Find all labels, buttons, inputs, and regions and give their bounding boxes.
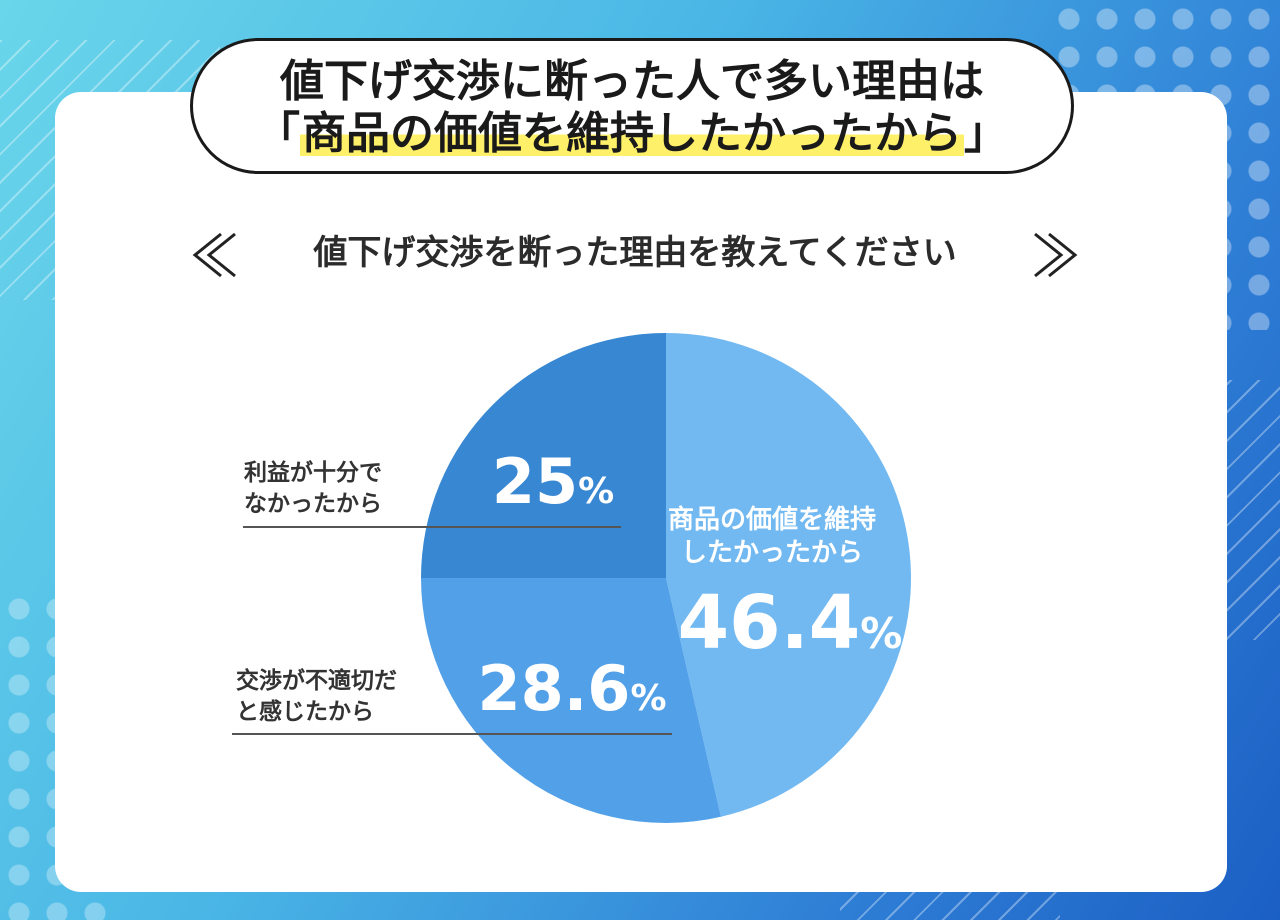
pie-slice <box>421 333 666 578</box>
headline-line-2: 「商品の価値を維持したかったから」 <box>193 108 1071 159</box>
slice-category-label: 交渉が不適切だ と感じたから <box>236 666 397 728</box>
headline-close-bracket: 」 <box>964 108 1008 159</box>
pie-slice <box>421 578 721 823</box>
slice-value-label: 28.6% <box>477 652 666 725</box>
headline-line-1: 値下げ交渉に断った人で多い理由は <box>280 56 984 107</box>
label-line: 交渉が不適切だ <box>236 668 397 694</box>
headline-highlight: 商品の価値を維持したかったから <box>300 108 964 159</box>
chart-question: 値下げ交渉を断った理由を教えてください <box>313 233 957 273</box>
label-leader-line <box>243 526 621 528</box>
label-leader-line <box>232 733 672 735</box>
slice-value-label: 25% <box>492 445 614 518</box>
double-chevron-right-icon <box>1034 232 1078 278</box>
pie-slice <box>666 333 911 817</box>
label-line: なかったから <box>244 491 382 517</box>
slice-category-label: 利益が十分で なかったから <box>244 458 382 520</box>
headline-box: 値下げ交渉に断った人で多い理由は 「商品の価値を維持したかったから」 <box>190 38 1074 174</box>
label-line: と感じたから <box>236 699 374 725</box>
headline-open-bracket: 「 <box>256 108 300 159</box>
label-line: 利益が十分で <box>244 460 382 486</box>
slice-value-label: 46.4% <box>678 580 903 666</box>
slice-category-label: 商品の価値を維持したかったから <box>668 504 876 568</box>
question-row: 値下げ交渉を断った理由を教えてください <box>185 220 1085 290</box>
double-chevron-left-icon <box>192 232 236 278</box>
